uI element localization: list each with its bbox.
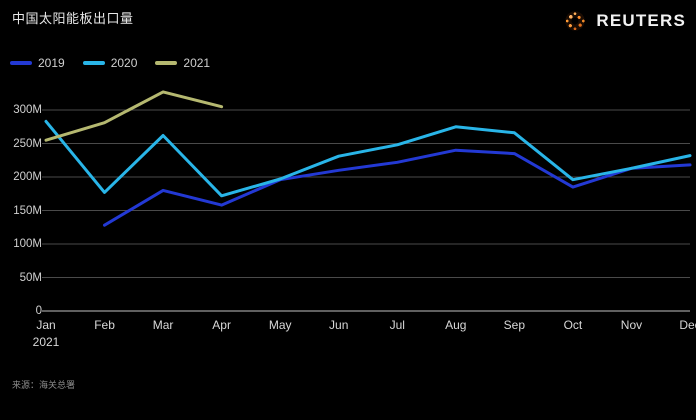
left-edge-strip [0,0,5,420]
legend-swatch-2020 [82,61,105,65]
reuters-dot-circle-icon [562,8,589,34]
y-axis-tick-label: 250M [13,137,42,150]
legend-label-2019: 2019 [38,56,65,70]
x-axis-tick-label: Feb [94,318,115,332]
y-axis-tick-label: 50M [19,271,42,284]
legend-item-2019[interactable]: 2019 [10,56,65,70]
y-axis-tick-label: 300M [13,104,42,116]
legend-item-2021[interactable]: 2021 [155,56,210,70]
x-axis-year-label: 2021 [32,335,60,349]
x-axis-tick-label: Oct [563,318,583,332]
legend-label-2021: 2021 [183,56,211,70]
y-axis-tick-label: 0 [35,305,42,317]
reuters-logo: REUTERS [562,8,686,34]
source-note: 来源：海关总署 [12,380,76,390]
y-axis-tick-label: 100M [13,238,42,250]
legend-item-2020[interactable]: 2020 [82,56,138,70]
x-axis-tick-label: Aug [445,318,467,332]
x-axis-tick-label: Nov [620,318,643,332]
legend-label-2020: 2020 [110,56,138,70]
series-line-2020 [44,119,692,198]
series-line-2021 [44,90,224,142]
x-axis-tick-label: Dec [679,318,696,332]
x-axis-tick-label: Mar [152,318,174,332]
y-axis-tick-label: 200M [13,171,42,183]
legend-swatch-2021 [155,61,178,65]
legend-swatch-2019 [10,61,32,65]
x-axis-tick-label: Apr [212,318,231,332]
reuters-wordmark: REUTERS [596,11,686,30]
x-axis-tick-label: Jul [389,318,405,332]
x-axis-tick-label: May [268,318,292,332]
chart-legend: 2019 2020 2021 [10,56,210,70]
y-axis-tick-label: 150M [13,204,42,217]
page-title: 中国太阳能板出口量 [12,11,134,26]
series-line-2019 [103,148,692,227]
x-axis-tick-label: Jun [329,318,349,332]
y-axis-labels: 0 50M 100M 150M 200M 250M 300M [0,0,42,420]
x-axis-tick-label: Jan [36,318,56,332]
x-axis-tick-label: Sep [503,318,526,332]
